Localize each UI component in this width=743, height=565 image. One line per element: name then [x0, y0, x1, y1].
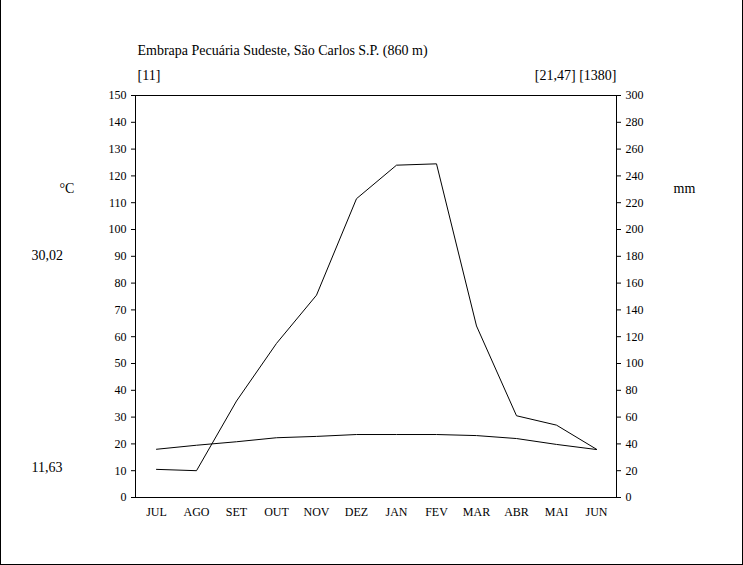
svg-text:200: 200 [626, 222, 644, 236]
svg-text:140: 140 [626, 303, 644, 317]
svg-text:30,02: 30,02 [32, 248, 64, 263]
svg-text:11,63: 11,63 [32, 460, 63, 475]
svg-text:20: 20 [626, 464, 638, 478]
svg-text:mm: mm [674, 181, 696, 196]
svg-text:AGO: AGO [184, 505, 210, 519]
svg-text:80: 80 [115, 276, 127, 290]
svg-text:ABR: ABR [504, 505, 529, 519]
svg-text:70: 70 [115, 303, 127, 317]
svg-text:140: 140 [109, 115, 127, 129]
svg-text:MAR: MAR [463, 505, 490, 519]
svg-text:300: 300 [626, 88, 644, 102]
svg-text:130: 130 [109, 142, 127, 156]
svg-text:60: 60 [115, 330, 127, 344]
svg-text:20: 20 [115, 437, 127, 451]
svg-text:JAN: JAN [385, 505, 407, 519]
svg-text:220: 220 [626, 196, 644, 210]
svg-text:100: 100 [626, 356, 644, 370]
svg-text:100: 100 [109, 222, 127, 236]
svg-text:60: 60 [626, 410, 638, 424]
svg-text:0: 0 [121, 490, 127, 504]
svg-text:90: 90 [115, 249, 127, 263]
svg-text:FEV: FEV [425, 505, 448, 519]
svg-text:DEZ: DEZ [345, 505, 368, 519]
svg-text:10: 10 [115, 464, 127, 478]
svg-text:50: 50 [115, 356, 127, 370]
svg-text:110: 110 [109, 196, 127, 210]
svg-text:0: 0 [626, 490, 632, 504]
svg-text:120: 120 [109, 169, 127, 183]
svg-text:40: 40 [115, 383, 127, 397]
svg-text:120: 120 [626, 330, 644, 344]
svg-text:OUT: OUT [264, 505, 289, 519]
svg-text:80: 80 [626, 383, 638, 397]
svg-text:160: 160 [626, 276, 644, 290]
svg-text:[11]: [11] [138, 68, 161, 83]
svg-text:[21,47] [1380]: [21,47] [1380] [535, 68, 617, 83]
svg-text:280: 280 [626, 115, 644, 129]
svg-text:40: 40 [626, 437, 638, 451]
svg-text:180: 180 [626, 249, 644, 263]
svg-text:240: 240 [626, 169, 644, 183]
svg-text:150: 150 [109, 88, 127, 102]
svg-text:JUN: JUN [585, 505, 607, 519]
svg-text:260: 260 [626, 142, 644, 156]
svg-text:MAI: MAI [545, 505, 568, 519]
svg-text:NOV: NOV [304, 505, 330, 519]
svg-text:Embrapa Pecuária Sudeste, São: Embrapa Pecuária Sudeste, São Carlos S.P… [138, 43, 428, 59]
svg-text:SET: SET [226, 505, 248, 519]
svg-text:°C: °C [60, 181, 75, 196]
svg-text:JUL: JUL [146, 505, 167, 519]
svg-text:30: 30 [115, 410, 127, 424]
